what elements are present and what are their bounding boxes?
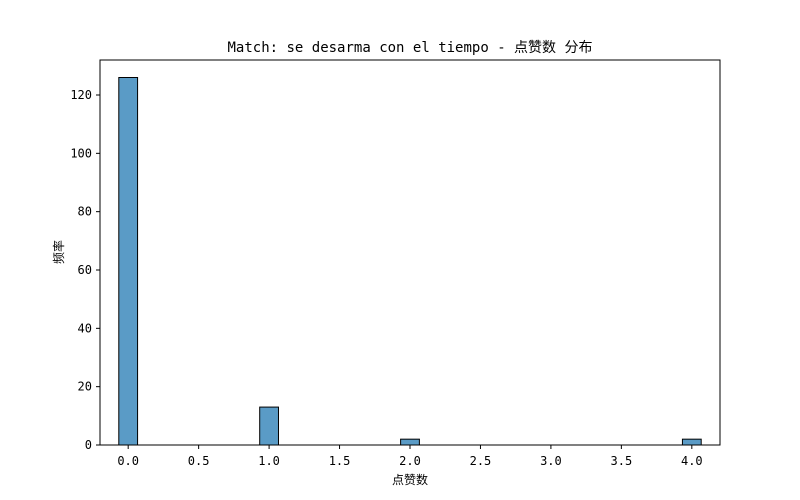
x-tick-label-4: 2.0	[399, 454, 421, 468]
y-tick-label-5: 100	[70, 146, 92, 160]
histogram-bar-1	[259, 406, 279, 446]
y-tick-label-0: 0	[85, 438, 92, 452]
x-tick-label-5: 2.5	[470, 454, 492, 468]
x-axis: 0.0 0.5 1.0 1.5 2.0 2.5 3.0 3.5 4.0	[117, 445, 703, 468]
x-tick-label-8: 4.0	[681, 454, 703, 468]
histogram-bar-2	[400, 438, 420, 446]
y-tick-label-4: 80	[78, 205, 92, 219]
x-tick-label-3: 1.5	[329, 454, 351, 468]
x-axis-label: 点赞数	[392, 472, 428, 487]
plot-frame	[99, 59, 721, 446]
histogram-bar-3	[681, 438, 702, 446]
x-tick-label-2: 1.0	[258, 454, 280, 468]
y-axis: 0 20 40 60 80 100 120	[70, 88, 100, 452]
y-tick-label-1: 20	[78, 380, 92, 394]
x-tick-label-1: 0.5	[188, 454, 210, 468]
chart-title: Match: se desarma con el tiempo - 点赞数 分布	[227, 40, 592, 56]
y-tick-label-3: 60	[78, 263, 92, 277]
x-tick-label-6: 3.0	[540, 454, 562, 468]
bars-layer	[118, 77, 702, 446]
y-axis-label: 频率	[51, 240, 66, 264]
y-tick-label-2: 40	[78, 321, 92, 335]
histogram-bar-0	[118, 77, 139, 446]
y-tick-label-6: 120	[70, 88, 92, 102]
x-tick-label-0: 0.0	[117, 454, 139, 468]
x-tick-label-7: 3.5	[611, 454, 633, 468]
